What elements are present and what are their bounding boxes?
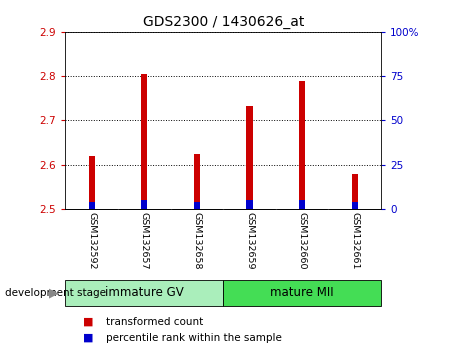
Text: development stage: development stage — [5, 288, 106, 298]
Bar — [299, 200, 305, 209]
Bar — [141, 200, 147, 209]
Text: GSM132661: GSM132661 — [350, 212, 359, 270]
Text: transformed count: transformed count — [106, 317, 203, 327]
Text: ■: ■ — [83, 317, 94, 327]
Bar — [299, 80, 305, 209]
Bar — [223, 280, 381, 306]
Bar — [246, 200, 253, 209]
Bar — [88, 202, 95, 209]
Text: GSM132657: GSM132657 — [140, 212, 149, 270]
Bar — [246, 106, 253, 209]
Bar — [65, 280, 223, 306]
Text: percentile rank within the sample: percentile rank within the sample — [106, 333, 282, 343]
Bar — [352, 202, 358, 209]
Text: ▶: ▶ — [49, 286, 59, 299]
Bar — [141, 74, 147, 209]
Text: GSM132592: GSM132592 — [87, 212, 96, 270]
Text: GSM132660: GSM132660 — [298, 212, 307, 270]
Title: GDS2300 / 1430626_at: GDS2300 / 1430626_at — [143, 16, 304, 29]
Bar — [88, 156, 95, 209]
Bar — [194, 154, 200, 209]
Text: immature GV: immature GV — [105, 286, 184, 299]
Text: GSM132658: GSM132658 — [193, 212, 202, 270]
Bar — [352, 175, 358, 209]
Bar — [194, 202, 200, 209]
Text: mature MII: mature MII — [270, 286, 334, 299]
Text: ■: ■ — [83, 333, 94, 343]
Text: GSM132659: GSM132659 — [245, 212, 254, 270]
